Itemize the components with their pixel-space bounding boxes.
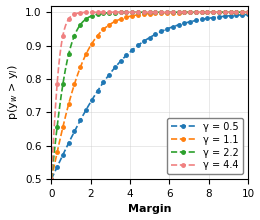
- Legend: γ = 0.5, γ = 1.1, γ = 2.2, γ = 4.4: γ = 0.5, γ = 1.1, γ = 2.2, γ = 4.4: [167, 118, 243, 174]
- Y-axis label: p(y$_w$ > y$_l$): p(y$_w$ > y$_l$): [5, 64, 19, 120]
- X-axis label: Margin: Margin: [128, 204, 171, 214]
